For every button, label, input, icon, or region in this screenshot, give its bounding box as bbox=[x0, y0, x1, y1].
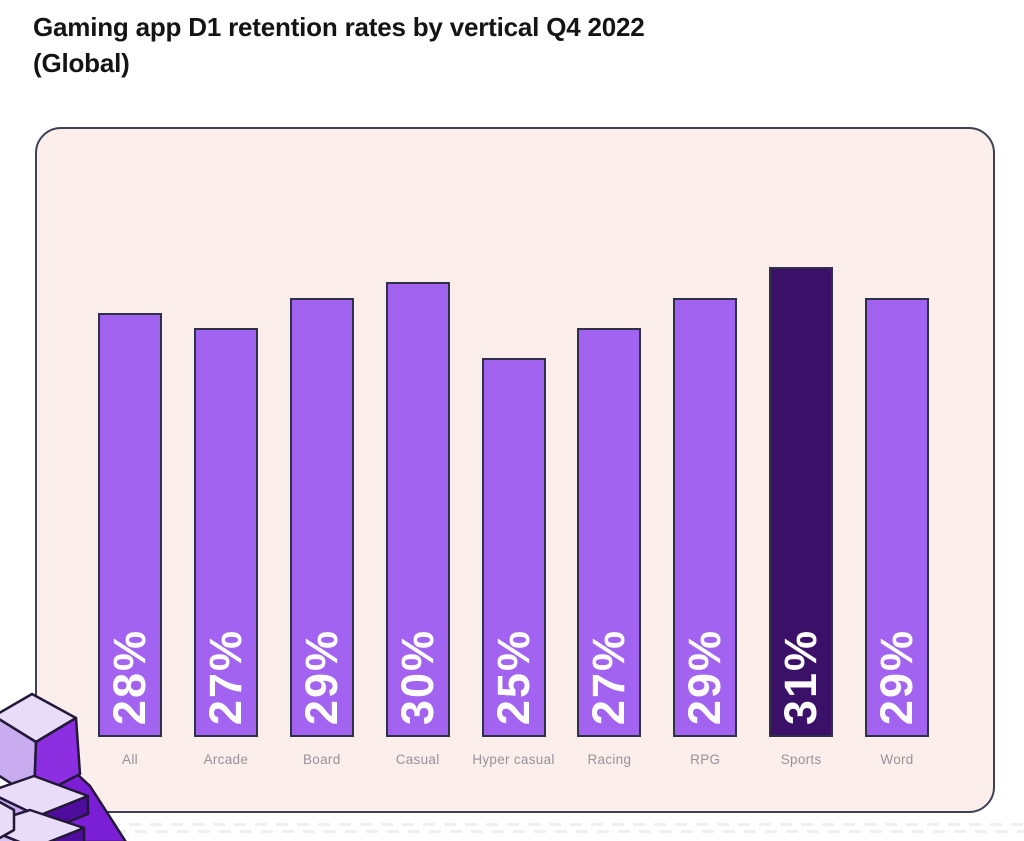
bar-racing: 27% bbox=[577, 328, 642, 737]
bar-column: 25% Hyper casual bbox=[472, 358, 554, 768]
bar-column: 28% All bbox=[98, 313, 162, 768]
bar-column: 29% RPG bbox=[673, 298, 738, 768]
bar-rpg: 29% bbox=[673, 298, 738, 737]
bar-category-label: Board bbox=[302, 752, 341, 767]
bar-value-label: 29% bbox=[295, 628, 347, 725]
bar-column: 27% Racing bbox=[577, 328, 642, 768]
mascot-pawn-illustration bbox=[0, 692, 127, 841]
page-title: Gaming app D1 retention rates by vertica… bbox=[33, 12, 645, 78]
bar-column: 29% Word bbox=[865, 298, 929, 768]
bar-category-label: All bbox=[122, 752, 138, 767]
bar-word: 29% bbox=[865, 298, 929, 737]
dotted-texture bbox=[108, 823, 1024, 835]
bar-category-label: Sports bbox=[780, 752, 822, 767]
bar-value-label: 31% bbox=[775, 628, 827, 725]
bar-category-label: Arcade bbox=[203, 752, 249, 767]
mascot-base-right bbox=[48, 826, 86, 841]
bar-sports: 31% bbox=[769, 267, 834, 737]
bar-value-label: 25% bbox=[487, 628, 539, 725]
bar-category-label: Racing bbox=[587, 752, 632, 767]
bar-value-label: 30% bbox=[391, 628, 443, 725]
bar-category-label: Casual bbox=[395, 752, 440, 767]
mascot-hex-block bbox=[0, 800, 16, 840]
bar-casual: 30% bbox=[385, 282, 450, 737]
bar-category-label: Hyper casual bbox=[472, 752, 555, 767]
bar-column: 31% Sports bbox=[769, 267, 834, 768]
bar-value-label: 27% bbox=[583, 628, 635, 725]
bar-column: 30% Casual bbox=[385, 282, 450, 768]
bars-container: 28% All 27% Arcade 29% Board 30% Casual 25% Hyper… bbox=[98, 267, 929, 768]
bar-hyper-casual: 25% bbox=[481, 358, 546, 737]
bar-value-label: 29% bbox=[679, 628, 731, 725]
bar-column: 29% Board bbox=[289, 298, 354, 768]
bar-arcade: 27% bbox=[193, 328, 258, 737]
bar-category-label: RPG bbox=[690, 752, 721, 767]
chart-panel: 28% All 27% Arcade 29% Board 30% Casual 25% Hyper… bbox=[35, 127, 995, 813]
bar-value-label: 29% bbox=[871, 628, 922, 725]
bar-board: 29% bbox=[289, 298, 354, 737]
bar-column: 27% Arcade bbox=[193, 328, 258, 768]
bar-value-label: 27% bbox=[199, 628, 251, 725]
bar-all: 28% bbox=[98, 313, 162, 737]
bar-category-label: Word bbox=[880, 752, 914, 767]
